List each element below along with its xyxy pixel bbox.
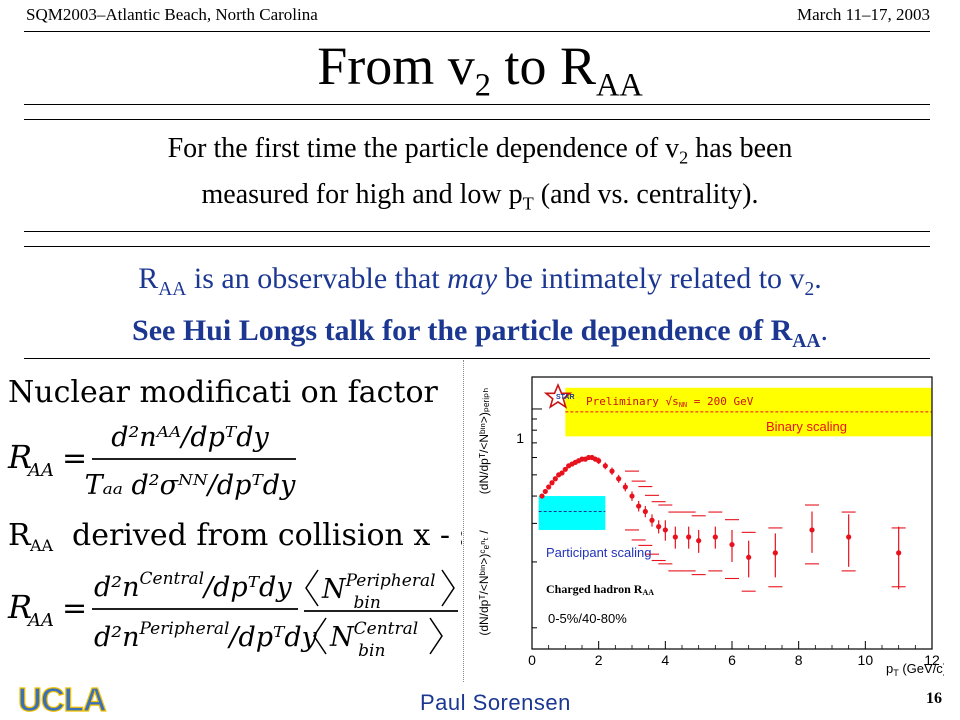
- svg-text:AA: AA: [26, 610, 54, 631]
- series-label: Charged hadron RAA: [546, 582, 654, 597]
- data-point: [616, 476, 622, 482]
- data-point: [562, 466, 568, 472]
- participant-scaling-label: Participant scaling: [546, 545, 652, 560]
- slide-title: From v2 to RAA: [317, 36, 643, 104]
- data-point: [642, 508, 648, 515]
- presenter-name: Paul Sorensen: [420, 690, 571, 715]
- data-point: [672, 534, 678, 540]
- svg-text:d²nᴬᴬ/dpᵀdy: d²nᴬᴬ/dpᵀdy: [111, 422, 269, 453]
- data-point: [622, 484, 628, 490]
- x-tick-label: 10: [858, 652, 874, 668]
- data-point: [656, 524, 662, 530]
- intro-paragraph: For the first time the particle dependen…: [167, 133, 793, 214]
- data-point: [662, 527, 668, 533]
- data-point: [596, 458, 602, 464]
- formula-panel: Nuclear modificati on factor R AA = d²nᴬ…: [7, 375, 462, 661]
- svg-text:UCLA: UCLA: [18, 681, 106, 717]
- svg-text:R: R: [8, 518, 32, 553]
- x-tick-label: 4: [661, 652, 669, 668]
- svg-text:d²nCentral/dpᵀdy: d²nCentral/dpᵀdy: [94, 569, 292, 603]
- data-point: [539, 493, 545, 499]
- svg-text:AA: AA: [26, 460, 54, 481]
- svg-text:=: =: [62, 441, 87, 476]
- para-rule-top: [24, 231, 930, 232]
- header-rule: [24, 31, 930, 32]
- header-conference: SQM2003–Atlantic Beach, North Carolina: [26, 5, 318, 24]
- title-rule-top: [24, 104, 930, 105]
- x-axis-title: pT (GeV/c): [886, 661, 944, 678]
- svg-text:R: R: [7, 588, 32, 626]
- preliminary-label: Preliminary √sNN = 200 GeV: [586, 395, 754, 409]
- data-point: [559, 470, 565, 476]
- raa-chart: 0 2 4 6 8 10 12 STAR Preliminary √sNN = 200 Ge…: [466, 371, 944, 680]
- star-logo: STAR: [543, 382, 575, 409]
- para-rule-bottom: [24, 246, 930, 247]
- data-point: [712, 534, 718, 540]
- ytick-1: 1: [516, 430, 524, 446]
- svg-text:(dN/dpᵀ/<Nᵇᶦⁿ>)ᶜₑⁿₜ /: (dN/dpᵀ/<Nᵇᶦⁿ>)ᶜₑⁿₜ /: [477, 530, 491, 636]
- data-point: [629, 493, 635, 499]
- formula-heading: Nuclear modificati on factor: [8, 375, 439, 410]
- svg-text:AA: AA: [29, 536, 54, 555]
- x-tick-label: 2: [595, 652, 603, 668]
- x-tick-label: 12: [924, 652, 940, 668]
- data-point: [609, 468, 615, 474]
- svg-text:R: R: [7, 438, 32, 476]
- data-point: [846, 534, 852, 540]
- data-point: [809, 527, 815, 533]
- ucla-logo: UCLA: [18, 681, 107, 717]
- y-axis-title: (dN/dpᵀ/<Nᵇᶦⁿ>)ᶜₑⁿₜ / (dN/dpᵀ/<Nᵇᶦⁿ>)ₚₑᵣ…: [477, 388, 491, 636]
- content-rule: [24, 358, 930, 359]
- formula-2: R AA = d²nCentral/dpᵀdy d²nPeripheral/dp…: [7, 569, 458, 661]
- data-point: [552, 476, 558, 482]
- data-point: [729, 541, 735, 548]
- svg-text:(dN/dpᵀ/<Nᵇᶦⁿ>)ₚₑᵣᵢₚₕ: (dN/dpᵀ/<Nᵇᶦⁿ>)ₚₑᵣᵢₚₕ: [477, 388, 491, 495]
- data-point: [746, 554, 752, 560]
- x-tick-label: 0: [528, 652, 536, 668]
- data-point: [602, 463, 608, 469]
- data-point: [772, 550, 778, 556]
- x-tick-label: 8: [795, 652, 803, 668]
- title-rule-bottom: [24, 119, 930, 120]
- data-point: [636, 503, 642, 509]
- data-point: [549, 480, 555, 486]
- svg-text:d²nPeripheral/dpᵀdy: d²nPeripheral/dpᵀdy: [94, 619, 318, 653]
- participant-scaling-band: [538, 496, 606, 530]
- data-point: [649, 517, 655, 523]
- binary-scaling-label: Binary scaling: [766, 419, 847, 434]
- svg-text:derived from collision x - se: derived from collision x - section: [72, 518, 462, 553]
- formula-1: R AA = d²nᴬᴬ/dpᵀdy Tₐₐ d²σᴺᴺ/dpᵀdy: [7, 422, 296, 501]
- svg-text:STAR: STAR: [556, 394, 575, 401]
- page-number: 16: [926, 690, 942, 707]
- data-point: [686, 534, 692, 540]
- panel-divider: [463, 360, 464, 682]
- data-point: [896, 550, 902, 556]
- svg-text:Tₐₐ d²σᴺᴺ/dpᵀdy: Tₐₐ d²σᴺᴺ/dpᵀdy: [85, 470, 296, 501]
- header-date: March 11–17, 2003: [797, 5, 930, 24]
- raa-paragraph: RAA is an observable that may be intimat…: [132, 262, 828, 352]
- formula-derived-line: R AA derived from collision x - section: [8, 518, 462, 555]
- x-tick-label: 6: [728, 652, 736, 668]
- data-point: [546, 484, 552, 490]
- data-point: [696, 538, 702, 544]
- data-point: [542, 488, 548, 495]
- svg-text:=: =: [62, 591, 87, 626]
- centrality-label: 0-5%/40-80%: [548, 611, 627, 626]
